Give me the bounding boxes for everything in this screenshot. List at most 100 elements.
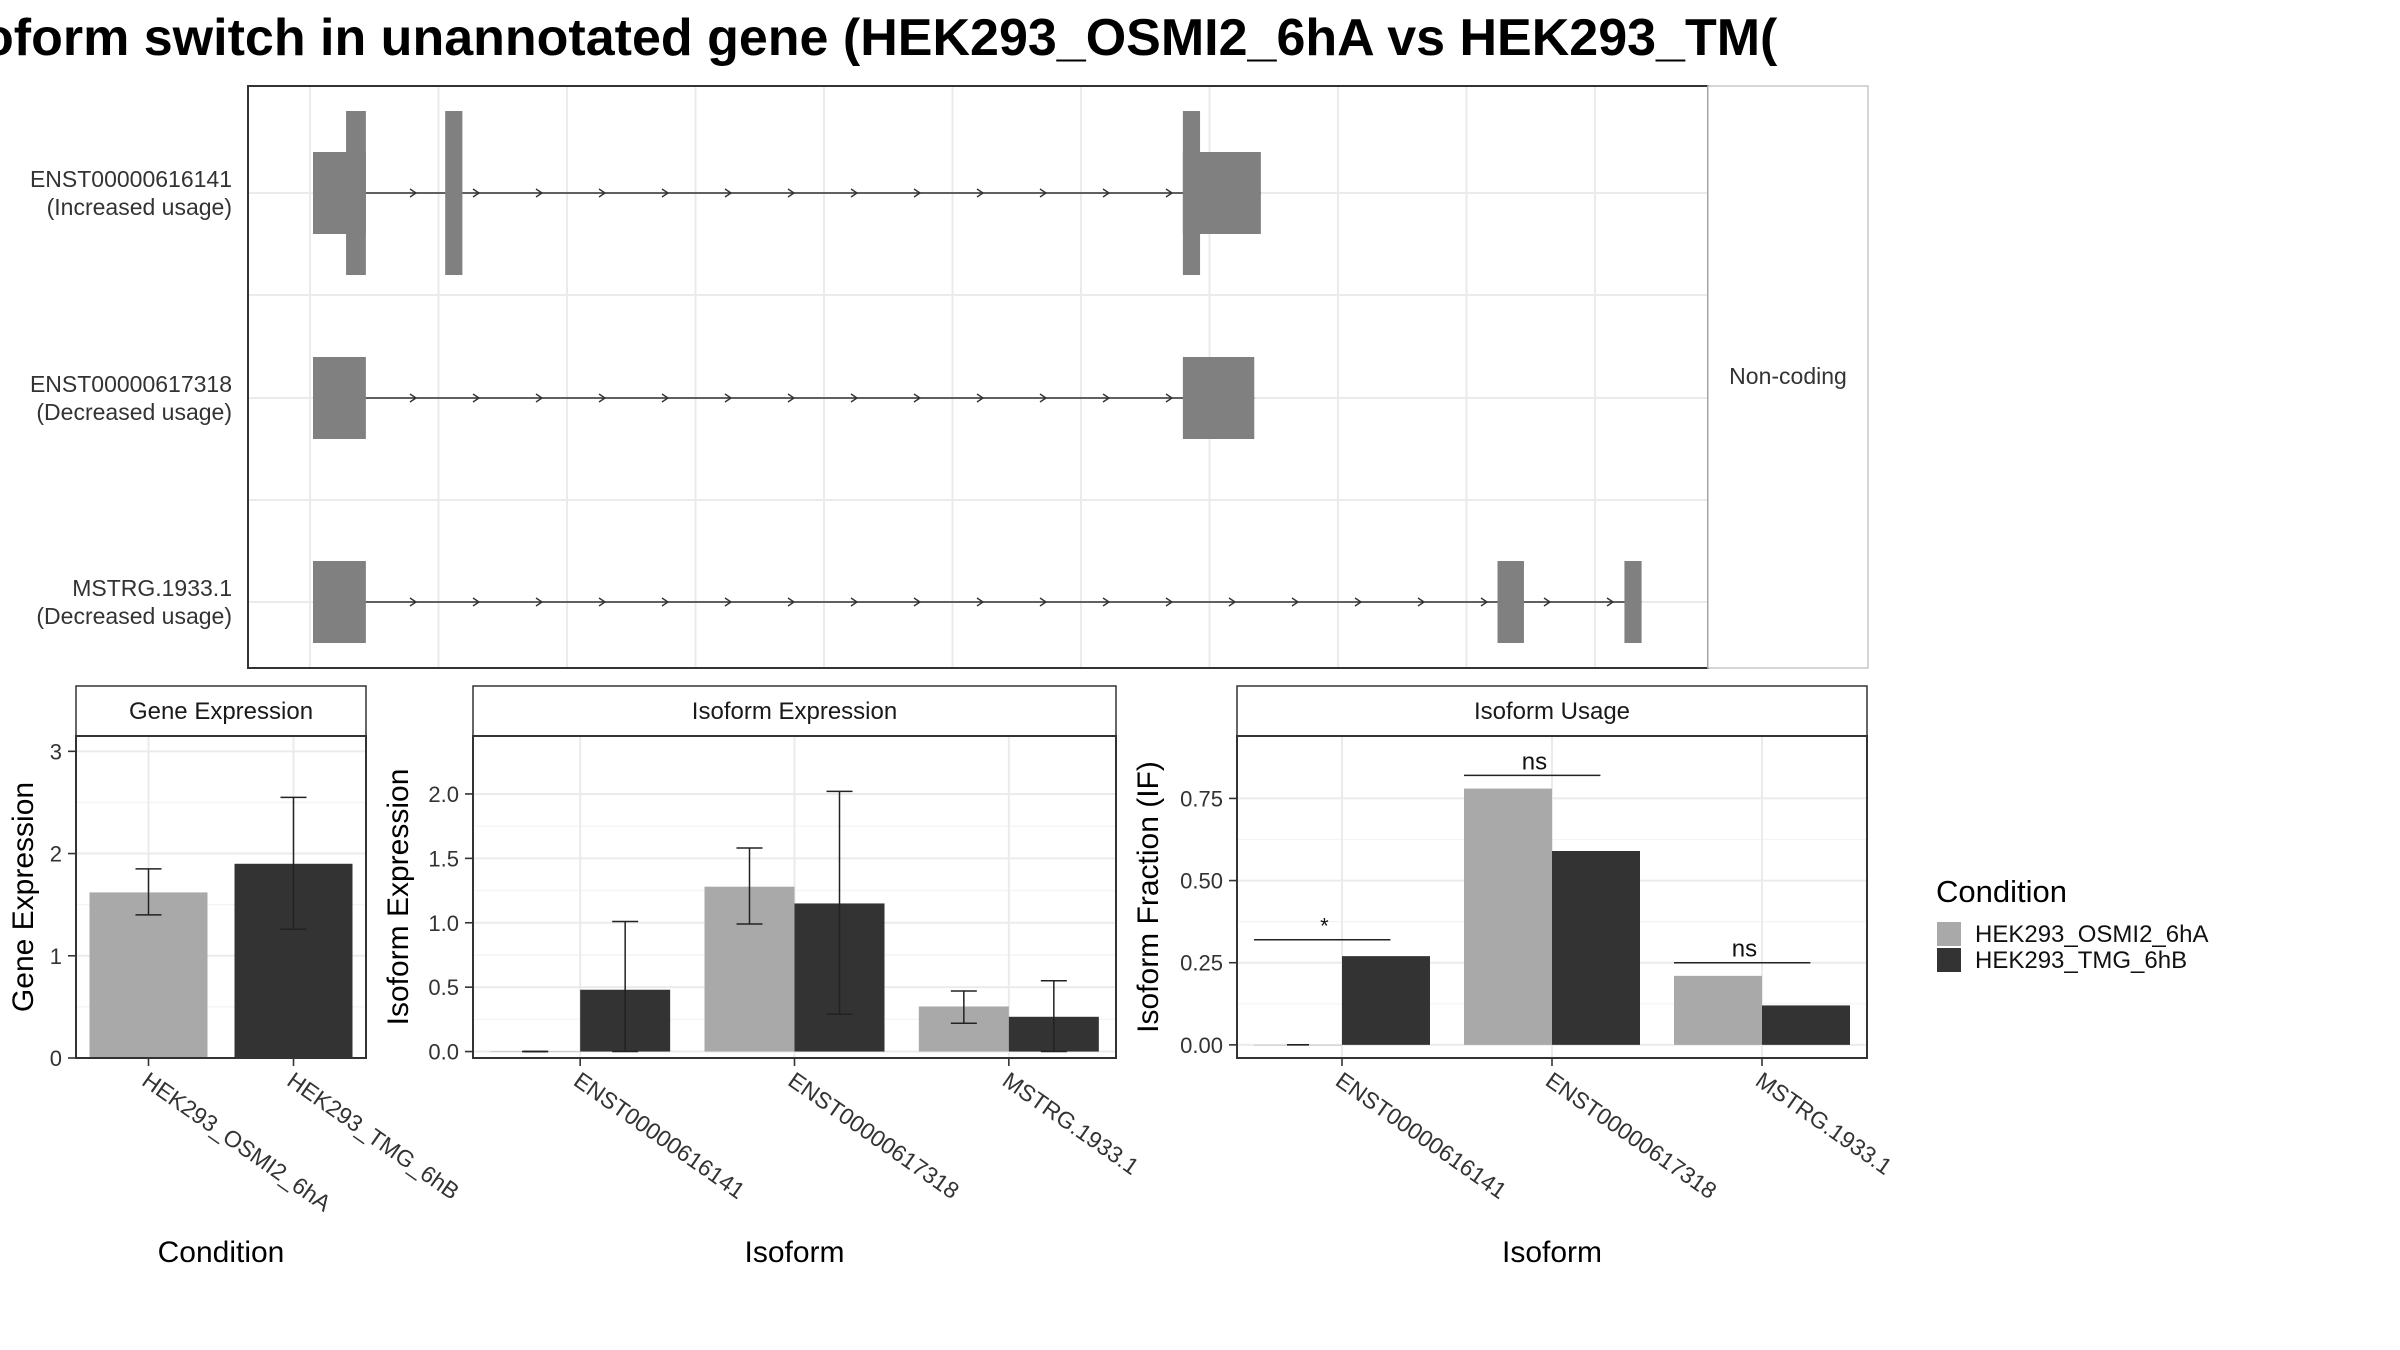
legend-item-label: HEK293_OSMI2_6hA <box>1975 921 2208 948</box>
intron-direction-arrow <box>472 393 481 403</box>
significance-label: ns <box>1732 936 1757 963</box>
intron-direction-arrow <box>661 393 670 403</box>
exon-block <box>313 561 366 643</box>
intron-direction-arrow <box>850 393 859 403</box>
intron-direction-arrow <box>598 188 607 198</box>
intron-direction-arrow <box>661 597 670 607</box>
intron-direction-arrow <box>1039 597 1048 607</box>
y-tick-label: 1.0 <box>428 911 459 936</box>
intron-direction-arrow <box>1039 188 1048 198</box>
intron-direction-arrow <box>1543 597 1552 607</box>
exon-block <box>346 111 366 275</box>
y-tick-label: 2 <box>50 842 62 867</box>
y-tick-label: 1 <box>50 944 62 969</box>
intron-direction-arrow <box>976 597 985 607</box>
facet-strip-label: Isoform Usage <box>1474 698 1630 725</box>
intron-direction-arrow <box>724 597 733 607</box>
intron-direction-arrow <box>409 597 418 607</box>
isoform-track <box>313 111 1261 275</box>
intron-direction-arrow <box>913 393 922 403</box>
y-tick-label: 3 <box>50 739 62 764</box>
y-tick-label: 0.5 <box>428 975 459 1000</box>
y-axis-title: Gene Expression <box>7 782 40 1012</box>
significance-label: * <box>1320 914 1329 939</box>
intron-direction-arrow <box>913 597 922 607</box>
facet-strip-label: Gene Expression <box>129 698 313 725</box>
x-tick-label: ENST00000616141 <box>1331 1067 1511 1204</box>
y-tick-label: 0.25 <box>1180 951 1223 976</box>
intron-direction-arrow <box>1417 597 1426 607</box>
isoform-name-label: ENST00000617318 <box>30 371 232 397</box>
bar <box>1674 975 1762 1045</box>
panel-border <box>75 735 367 1059</box>
x-tick-label: MSTRG.1933.1 <box>1751 1067 1897 1180</box>
exon-block <box>1497 561 1524 643</box>
isoform-usage-label: (Decreased usage) <box>36 399 232 425</box>
isoform-usage-label: (Decreased usage) <box>36 603 232 629</box>
facet-strip <box>75 685 367 737</box>
intron-direction-arrow <box>661 188 670 198</box>
significance-label: ns <box>1522 748 1547 775</box>
facet-strip <box>1707 85 1869 669</box>
y-tick-label: 0.50 <box>1180 869 1223 894</box>
intron-direction-arrow <box>1102 188 1111 198</box>
panel-border <box>247 85 1709 669</box>
intron-direction-arrow <box>1165 393 1174 403</box>
exon-block <box>1624 561 1642 643</box>
intron-direction-arrow <box>598 597 607 607</box>
isoform-name-label: ENST00000616141 <box>30 166 232 192</box>
intron-direction-arrow <box>1228 597 1237 607</box>
x-tick-label: ENST00000617318 <box>1541 1067 1721 1204</box>
exon-block <box>1182 152 1261 234</box>
intron-direction-arrow <box>1165 188 1174 198</box>
isoform-usage-label: (Increased usage) <box>47 194 232 220</box>
bar <box>89 892 208 1058</box>
x-axis-title: Isoform <box>744 1236 844 1269</box>
legend-title: Condition <box>1936 874 2067 909</box>
legend-item-label: HEK293_TMG_6hB <box>1975 947 2187 974</box>
x-tick-label: MSTRG.1933.1 <box>998 1067 1144 1180</box>
y-tick-label: 1.5 <box>428 846 459 871</box>
legend-swatch <box>1937 922 1961 946</box>
x-axis-title: Isoform <box>1502 1236 1602 1269</box>
y-axis-title: Isoform Fraction (IF) <box>1132 761 1165 1033</box>
y-tick-label: 0 <box>50 1046 62 1071</box>
x-axis-title: Condition <box>158 1236 285 1269</box>
legend-swatch <box>1937 948 1961 972</box>
intron-direction-arrow <box>976 393 985 403</box>
intron-direction-arrow <box>787 597 796 607</box>
intron-direction-arrow <box>472 597 481 607</box>
chart-layer: ENST00000616141(Increased usage)ENST0000… <box>7 85 2208 1269</box>
intron-direction-arrow <box>1039 393 1048 403</box>
intron-direction-arrow <box>787 188 796 198</box>
isoform-name-label: MSTRG.1933.1 <box>72 575 232 601</box>
intron-direction-arrow <box>472 188 481 198</box>
exon-block <box>313 357 366 439</box>
bar <box>1342 956 1430 1045</box>
intron-direction-arrow <box>535 393 544 403</box>
facet-strip <box>472 685 1117 737</box>
intron-direction-arrow <box>1606 597 1615 607</box>
intron-direction-arrow <box>1102 597 1111 607</box>
intron-direction-arrow <box>1480 597 1489 607</box>
intron-direction-arrow <box>850 597 859 607</box>
bar <box>1464 788 1552 1045</box>
intron-direction-arrow <box>787 393 796 403</box>
intron-direction-arrow <box>1102 393 1111 403</box>
intron-direction-arrow <box>598 393 607 403</box>
intron-direction-arrow <box>976 188 985 198</box>
intron-direction-arrow <box>724 393 733 403</box>
intron-direction-arrow <box>1165 597 1174 607</box>
x-tick-label: ENST00000616141 <box>569 1067 749 1204</box>
isoform-track <box>313 357 1255 439</box>
bar <box>1552 851 1640 1045</box>
exon-block <box>1182 357 1255 439</box>
intron-direction-arrow <box>1291 597 1300 607</box>
intron-direction-arrow <box>913 188 922 198</box>
intron-direction-arrow <box>850 188 859 198</box>
facet-strip-label: Isoform Expression <box>692 698 897 725</box>
y-axis-title: Isoform Expression <box>382 769 415 1026</box>
y-tick-label: 0.75 <box>1180 786 1223 811</box>
intron-direction-arrow <box>535 188 544 198</box>
